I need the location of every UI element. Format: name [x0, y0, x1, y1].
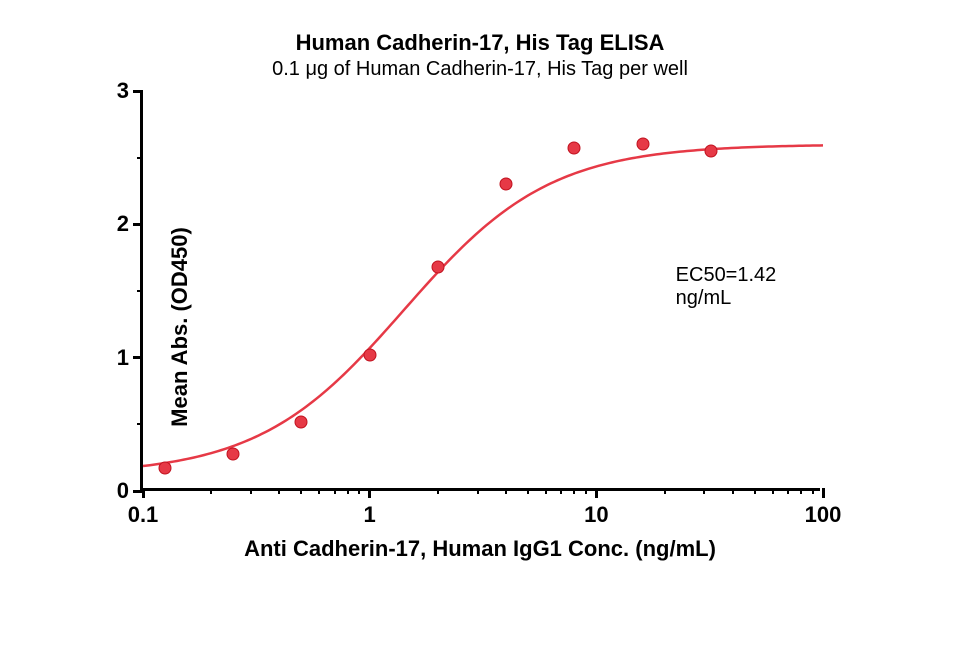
x-tick: [822, 488, 825, 498]
y-tick-label: 1: [117, 345, 129, 371]
y-tick: [133, 356, 143, 359]
x-tick-minor: [560, 488, 562, 494]
y-tick-label: 3: [117, 78, 129, 104]
x-tick-minor: [545, 488, 547, 494]
data-point: [363, 349, 376, 362]
y-tick-label: 2: [117, 211, 129, 237]
data-point: [158, 462, 171, 475]
x-tick: [595, 488, 598, 498]
x-tick-minor: [477, 488, 479, 494]
chart-title: Human Cadherin-17, His Tag ELISA: [60, 30, 900, 56]
x-tick: [142, 488, 145, 498]
x-tick-minor: [437, 488, 439, 494]
y-tick: [133, 90, 143, 93]
x-tick-minor: [732, 488, 734, 494]
x-tick-minor: [210, 488, 212, 494]
plot-area: 01230.1110100EC50=1.42 ng/mL: [140, 91, 820, 491]
data-point: [431, 261, 444, 274]
x-tick: [368, 488, 371, 498]
y-tick-minor: [137, 423, 143, 425]
x-tick-minor: [787, 488, 789, 494]
x-axis-label: Anti Cadherin-17, Human IgG1 Conc. (ng/m…: [140, 536, 820, 562]
y-tick-minor: [137, 290, 143, 292]
y-tick-label: 0: [117, 478, 129, 504]
x-tick-minor: [358, 488, 360, 494]
x-tick-minor: [300, 488, 302, 494]
title-block: Human Cadherin-17, His Tag ELISA 0.1 μg …: [60, 30, 900, 81]
x-tick-label: 1: [364, 502, 376, 528]
x-tick-minor: [573, 488, 575, 494]
plot-wrapper: Mean Abs. (OD450) 01230.1110100EC50=1.42…: [140, 91, 900, 562]
x-tick-minor: [754, 488, 756, 494]
x-tick-label: 10: [584, 502, 608, 528]
x-tick-minor: [347, 488, 349, 494]
data-point: [295, 415, 308, 428]
x-tick-minor: [505, 488, 507, 494]
x-tick-minor: [812, 488, 814, 494]
x-tick-minor: [585, 488, 587, 494]
x-tick-label: 0.1: [128, 502, 159, 528]
x-tick-label: 100: [805, 502, 842, 528]
x-tick-minor: [334, 488, 336, 494]
x-tick-minor: [318, 488, 320, 494]
data-point: [227, 447, 240, 460]
y-tick-minor: [137, 157, 143, 159]
data-point: [636, 138, 649, 151]
chart-subtitle: 0.1 μg of Human Cadherin-17, His Tag per…: [60, 58, 900, 81]
y-tick: [133, 223, 143, 226]
ec50-annotation: EC50=1.42 ng/mL: [676, 264, 820, 310]
x-tick-minor: [664, 488, 666, 494]
x-tick-minor: [772, 488, 774, 494]
x-tick-minor: [703, 488, 705, 494]
data-point: [500, 178, 513, 191]
data-point: [704, 145, 717, 158]
chart-container: Human Cadherin-17, His Tag ELISA 0.1 μg …: [60, 30, 900, 650]
x-tick-minor: [278, 488, 280, 494]
x-tick-minor: [527, 488, 529, 494]
x-tick-minor: [250, 488, 252, 494]
data-point: [568, 142, 581, 155]
x-tick-minor: [800, 488, 802, 494]
